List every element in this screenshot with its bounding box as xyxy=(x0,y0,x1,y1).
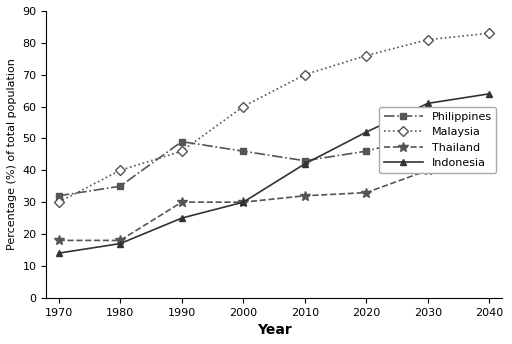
Indonesia xyxy=(486,92,493,96)
Thailand xyxy=(179,200,185,204)
Thailand xyxy=(425,168,431,172)
Philippines xyxy=(425,133,431,137)
Philippines xyxy=(363,149,369,153)
Indonesia xyxy=(425,101,431,105)
Thailand xyxy=(117,238,123,243)
Indonesia xyxy=(117,241,123,246)
Malaysia xyxy=(302,73,308,77)
Philippines xyxy=(302,159,308,163)
Philippines xyxy=(56,194,62,198)
Malaysia xyxy=(240,105,246,109)
Thailand xyxy=(302,194,308,198)
Indonesia xyxy=(179,216,185,220)
Line: Indonesia: Indonesia xyxy=(55,90,493,257)
Indonesia xyxy=(363,130,369,134)
Line: Thailand: Thailand xyxy=(54,133,494,245)
Malaysia xyxy=(486,31,493,35)
Indonesia xyxy=(56,251,62,255)
Line: Philippines: Philippines xyxy=(55,112,493,199)
Philippines xyxy=(486,114,493,118)
Malaysia xyxy=(425,37,431,42)
Malaysia xyxy=(363,54,369,58)
Thailand xyxy=(240,200,246,204)
Thailand xyxy=(56,238,62,243)
Indonesia xyxy=(240,200,246,204)
Philippines xyxy=(240,149,246,153)
Thailand xyxy=(363,191,369,195)
Malaysia xyxy=(56,200,62,204)
Y-axis label: Percentage (%) of total population: Percentage (%) of total population xyxy=(7,58,17,250)
Malaysia xyxy=(117,168,123,172)
Legend: Philippines, Malaysia, Thailand, Indonesia: Philippines, Malaysia, Thailand, Indones… xyxy=(379,107,496,173)
Indonesia xyxy=(302,162,308,166)
Line: Malaysia: Malaysia xyxy=(55,30,493,206)
X-axis label: Year: Year xyxy=(257,323,291,337)
Philippines xyxy=(179,140,185,144)
Malaysia xyxy=(179,149,185,153)
Philippines xyxy=(117,184,123,188)
Thailand xyxy=(486,136,493,140)
